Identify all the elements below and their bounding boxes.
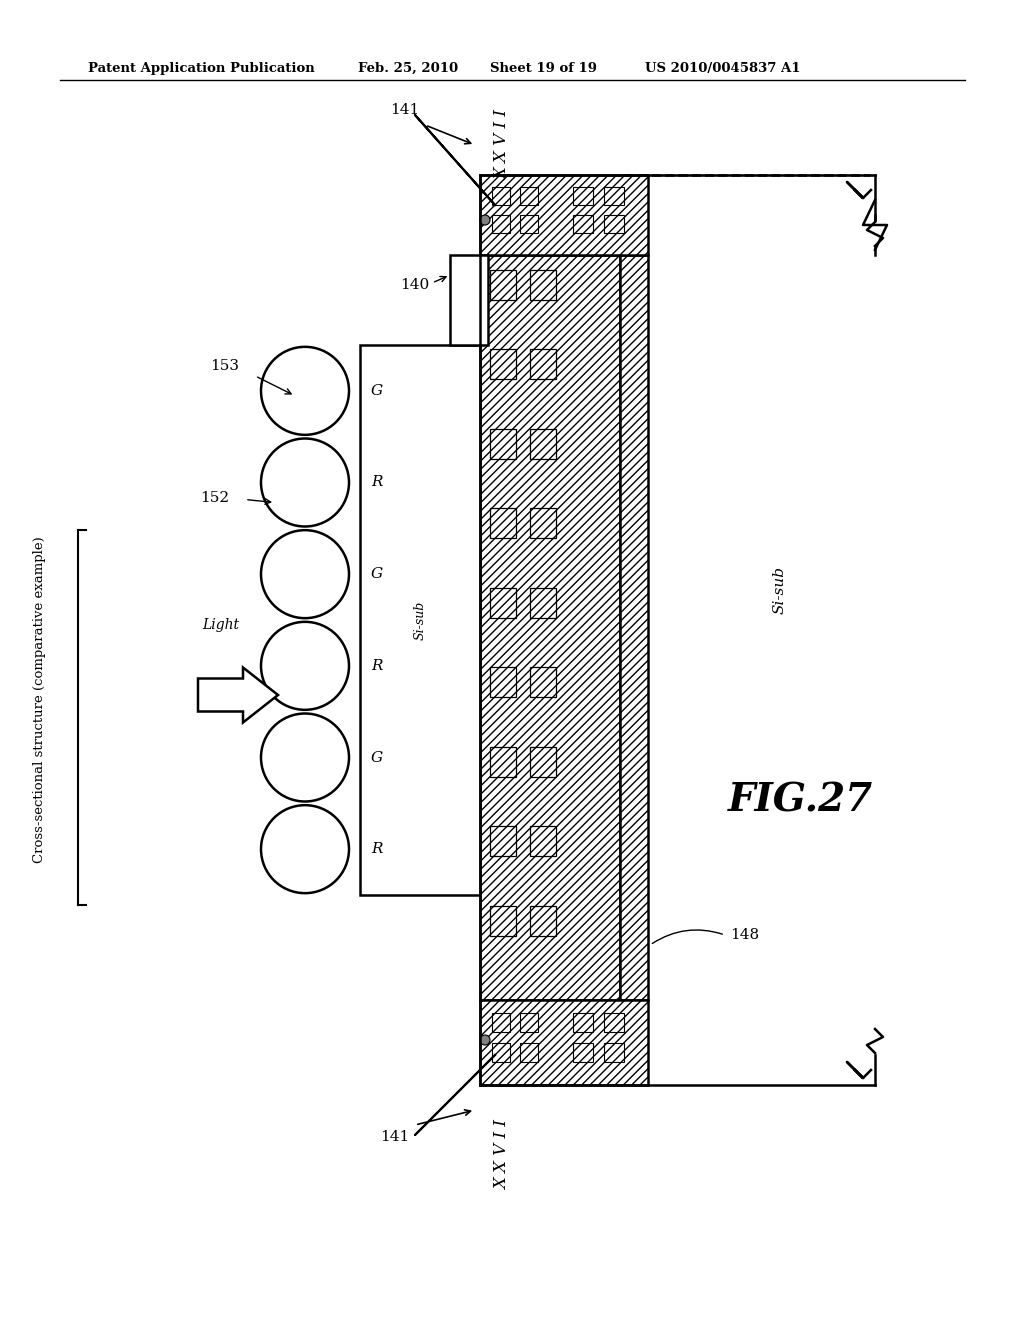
Bar — [490, 667, 516, 697]
Text: FIG.27: FIG.27 — [727, 781, 872, 818]
Text: US 2010/0045837 A1: US 2010/0045837 A1 — [645, 62, 801, 75]
Text: Patent Application Publication: Patent Application Publication — [88, 62, 314, 75]
Text: Feb. 25, 2010: Feb. 25, 2010 — [358, 62, 458, 75]
Text: Si-sub: Si-sub — [773, 566, 787, 614]
Circle shape — [480, 215, 490, 224]
Text: 141: 141 — [390, 103, 420, 117]
Bar — [490, 587, 516, 618]
Circle shape — [261, 347, 349, 434]
Bar — [530, 747, 556, 776]
Circle shape — [261, 622, 349, 710]
Bar — [530, 826, 556, 857]
Text: Cross-sectional structure (comparative example): Cross-sectional structure (comparative e… — [34, 537, 46, 863]
Text: G: G — [371, 384, 383, 397]
Bar — [530, 429, 556, 459]
Bar — [604, 1012, 625, 1032]
Bar — [572, 215, 593, 234]
Polygon shape — [198, 668, 278, 722]
Bar — [480, 1001, 648, 1085]
Text: 141: 141 — [380, 1130, 410, 1144]
Bar — [492, 1012, 510, 1032]
Text: X X V I I: X X V I I — [495, 1119, 512, 1191]
Bar — [450, 255, 488, 345]
Bar — [604, 215, 625, 234]
Text: R: R — [372, 842, 383, 857]
Bar — [490, 429, 516, 459]
Bar — [492, 1043, 510, 1063]
Circle shape — [261, 714, 349, 801]
Bar — [492, 187, 510, 205]
Text: 140: 140 — [400, 279, 430, 292]
Bar — [604, 187, 625, 205]
Circle shape — [261, 531, 349, 618]
Text: Light: Light — [202, 618, 239, 632]
Bar — [572, 1012, 593, 1032]
Bar — [530, 508, 556, 539]
Bar — [360, 345, 480, 895]
Bar — [530, 906, 556, 936]
Bar — [520, 1043, 539, 1063]
Bar — [620, 255, 648, 1001]
Circle shape — [261, 805, 349, 894]
Bar — [572, 187, 593, 205]
Bar — [520, 215, 539, 234]
Bar — [530, 667, 556, 697]
Text: Si-sub: Si-sub — [414, 601, 427, 640]
Text: 153: 153 — [211, 359, 240, 372]
Text: Sheet 19 of 19: Sheet 19 of 19 — [490, 62, 597, 75]
Bar — [520, 187, 539, 205]
Text: X X V I I: X X V I I — [495, 110, 512, 180]
Text: R: R — [372, 475, 383, 490]
Text: 148: 148 — [730, 928, 759, 942]
Bar — [490, 350, 516, 379]
Bar — [490, 826, 516, 857]
Bar — [530, 350, 556, 379]
Bar — [604, 1043, 625, 1063]
Bar — [490, 747, 516, 776]
Bar — [490, 271, 516, 300]
Bar — [480, 176, 648, 255]
Bar — [530, 587, 556, 618]
Circle shape — [480, 1035, 490, 1045]
Bar — [480, 255, 620, 1001]
Bar — [490, 906, 516, 936]
Text: G: G — [371, 751, 383, 764]
Bar — [572, 1043, 593, 1063]
Text: 152: 152 — [201, 491, 229, 504]
Circle shape — [261, 438, 349, 527]
Text: G: G — [371, 568, 383, 581]
Bar — [520, 1012, 539, 1032]
Text: R: R — [372, 659, 383, 673]
Bar — [492, 215, 510, 234]
Bar — [490, 508, 516, 539]
Bar — [530, 271, 556, 300]
